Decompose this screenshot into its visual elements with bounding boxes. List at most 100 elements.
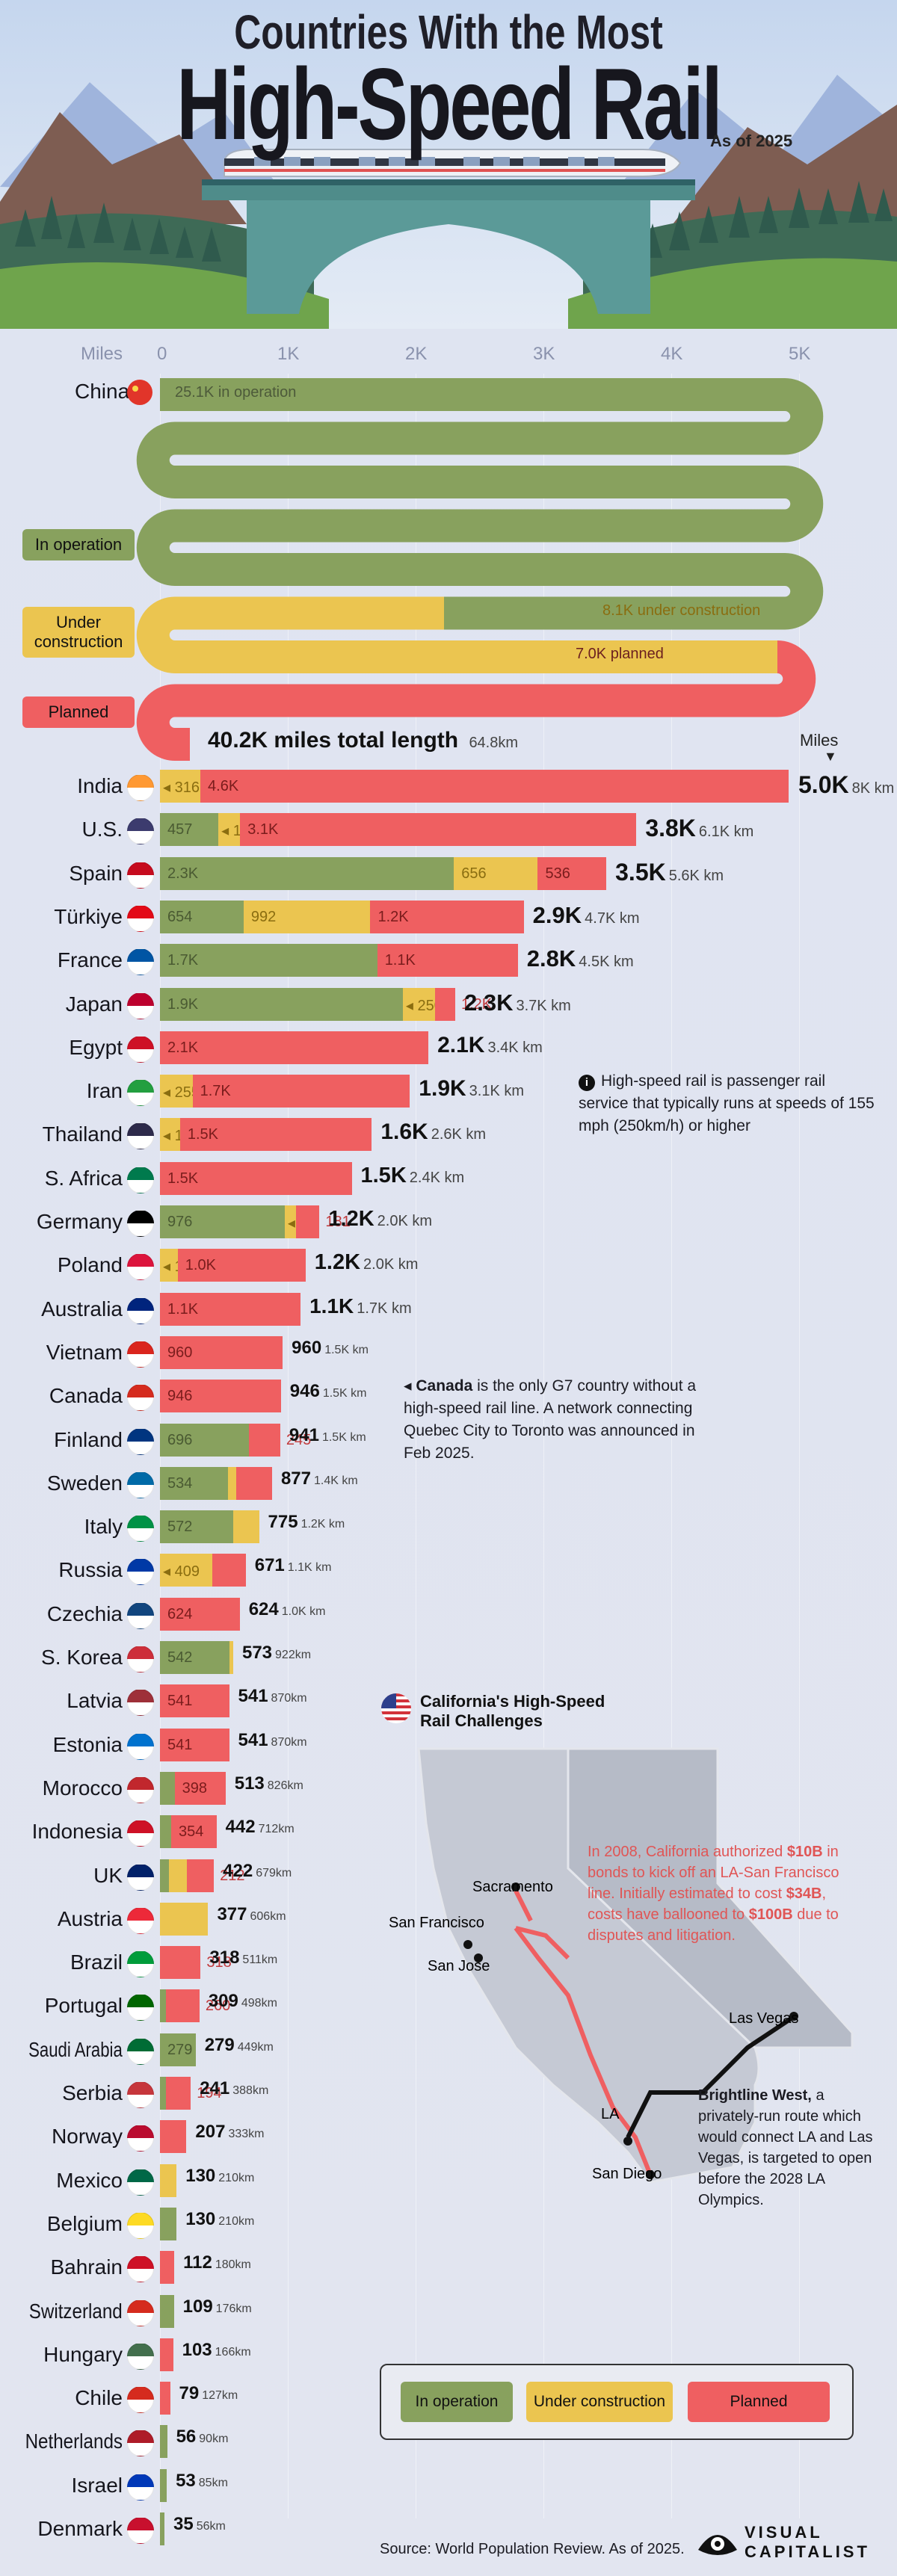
row-total-label: 130 210km (185, 2209, 254, 2230)
construction-bar-segment (160, 1118, 180, 1152)
brightline-bold: Brightline West, (698, 2087, 812, 2104)
flag-icon (127, 904, 154, 932)
construction-bar-segment (218, 813, 241, 847)
row-total-km: 1.5K km (321, 1430, 366, 1444)
bar-segment-label: 1.0K (185, 1257, 216, 1274)
row-total-miles: 3.5K (615, 858, 666, 886)
canada-note: ◂ Canada is the only G7 country without … (404, 1375, 703, 1465)
brand-line-1: VISUAL (745, 2523, 823, 2542)
row-total-label: 541 870km (238, 1730, 307, 1751)
row-total-miles: 130 (185, 2165, 216, 2186)
operation-bar-segment (160, 1771, 175, 1805)
flag-icon (127, 1297, 154, 1324)
row-total-km: 166km (215, 2345, 251, 2359)
planned-bar-segment (200, 770, 789, 803)
row-total-km: 90km (199, 2433, 229, 2446)
row-total-miles: 53 (176, 2470, 196, 2491)
planned-bar-segment (174, 1771, 226, 1805)
row-total-miles: 442 (225, 1817, 256, 1838)
callout-planned: Planned (22, 696, 135, 728)
operation-bar-segment (160, 1423, 250, 1457)
bar-segment-label: 960 (167, 1344, 193, 1361)
axis-gridline (543, 374, 544, 2518)
bar-segment-label: 534 (167, 1474, 193, 1492)
country-label: Russia (58, 1558, 123, 1582)
row-total-label: 2.8K 4.5K km (527, 945, 634, 972)
country-label: Türkiye (54, 904, 123, 928)
construction-bar-segment (402, 987, 435, 1021)
bar-segment-label: 194 (197, 2085, 222, 2101)
flag-icon (127, 1994, 154, 2021)
row-total-miles: 1.9K (419, 1076, 466, 1102)
flag-icon (127, 1906, 154, 1934)
planned-bar-segment (296, 1205, 320, 1238)
country-label: UK (93, 1863, 123, 1887)
construction-bar-segment (160, 1075, 193, 1108)
planned-bar-segment (160, 2338, 173, 2371)
row-total-miles: 946 (289, 1381, 320, 1402)
axis-gridline (799, 374, 800, 2518)
legend-item-under-construction: Under construction (526, 2382, 673, 2422)
china-operation-label: 25.1K in operation (175, 384, 297, 401)
planned-bar-segment (537, 856, 607, 890)
bar-segment-label: 318 (206, 1954, 232, 1971)
operation-bar-segment (160, 944, 377, 977)
city-sacramento: Sacramento (472, 1879, 553, 1895)
country-label: Denmark (37, 2517, 123, 2540)
axis-tick-label: 5K (789, 344, 811, 364)
row-total-miles: 207 (195, 2122, 226, 2143)
bar-segment-label: 245 (286, 1431, 312, 1448)
california-title: California's High-Speed Rail Challenges (420, 1692, 605, 1730)
country-label: Hungary (43, 2342, 123, 2366)
row-total-miles: 960 (292, 1337, 322, 1358)
planned-bar-segment (179, 1118, 372, 1152)
row-total-label: 112 180km (183, 2252, 251, 2273)
planned-bar-segment (249, 1423, 280, 1457)
flag-icon (127, 1079, 154, 1107)
row-total-label: 2.1K 3.4K km (437, 1033, 543, 1058)
row-total-km: 2.4K km (409, 1169, 465, 1186)
bar-segment-label: 1.7K (200, 1083, 231, 1100)
flag-icon (127, 1558, 154, 1586)
row-total-miles: 422 (223, 1860, 253, 1881)
planned-bar-segment (160, 1946, 201, 1980)
axis-tick-label: 3K (533, 344, 555, 364)
bar-segment-label: 1.7K (167, 952, 199, 969)
row-total-label: 35 56km (173, 2514, 226, 2535)
row-total-miles: 573 (241, 1643, 273, 1663)
bar-segment-label: 1.2K (461, 995, 493, 1013)
bar-segment-label: 4.6K (208, 778, 239, 794)
row-total-km: 498km (241, 1997, 277, 2010)
china-construction-label: 8.1K under construction (602, 602, 761, 619)
row-total-km: 826km (267, 1779, 303, 1792)
country-label: France (57, 948, 123, 972)
country-label: Japan (65, 992, 123, 1016)
flag-icon (127, 1340, 154, 1368)
row-total-km: 712km (258, 1823, 295, 1836)
flag-icon (127, 1166, 154, 1193)
brightline-text: a privately-run route which would connec… (698, 2087, 873, 2208)
bar-segment-label: 572 (167, 1519, 193, 1536)
china-planned-label: 7.0K planned (576, 646, 664, 662)
planned-bar-segment (160, 1292, 301, 1326)
row-total-km: 870km (271, 1735, 307, 1749)
row-total-miles: 2.9K (532, 901, 582, 928)
operation-bar-segment (160, 1641, 229, 1674)
legend-item-in-operation: In operation (401, 2382, 513, 2422)
country-label: Czechia (46, 1601, 123, 1625)
construction-bar-segment (228, 1466, 236, 1500)
country-label: Spain (69, 861, 123, 885)
china-total-km: 64.8km (469, 735, 519, 751)
axis-gridline (288, 374, 289, 2518)
flag-icon (127, 1820, 154, 1847)
row-total-km: 210km (218, 2214, 255, 2228)
china-total-label: 40.2K miles total length 64.8km (208, 728, 518, 753)
hero-illustration (0, 0, 897, 329)
axis-tick-label: 2K (405, 344, 428, 364)
row-total-miles: 377 (217, 1903, 247, 1924)
callout-in-operation: In operation (22, 529, 135, 560)
row-total-label: 2.3K 3.7K km (464, 989, 571, 1016)
row-total-label: 946 1.5K km (290, 1381, 367, 1402)
operation-bar-segment (160, 2033, 196, 2066)
row-total-miles: 513 (234, 1773, 265, 1794)
